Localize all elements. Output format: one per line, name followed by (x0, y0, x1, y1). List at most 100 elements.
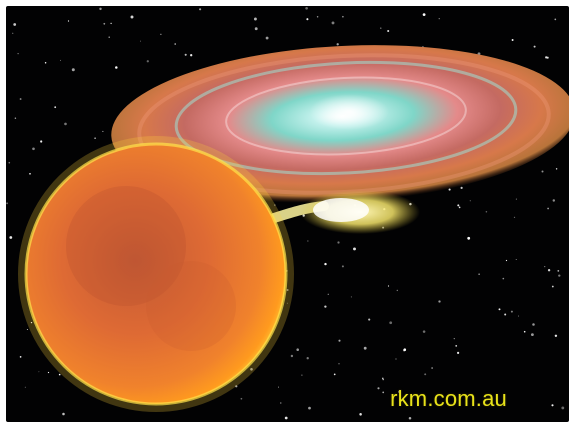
background-star (554, 334, 558, 337)
background-star (254, 27, 258, 31)
credit-watermark: rkm.com.au (390, 386, 507, 411)
background-star (395, 358, 397, 360)
background-star (533, 45, 536, 48)
background-star (30, 321, 33, 324)
background-star (377, 387, 380, 390)
background-star (467, 236, 471, 240)
red-giant-star (18, 136, 294, 412)
background-star (523, 330, 526, 333)
background-star (67, 20, 70, 22)
background-star (545, 56, 548, 59)
background-star (140, 40, 141, 42)
background-star (58, 373, 61, 376)
background-star (338, 362, 340, 365)
background-star (551, 285, 554, 288)
background-star (368, 318, 371, 321)
background-star (387, 285, 390, 287)
background-star (324, 262, 327, 266)
background-star (29, 172, 31, 175)
background-star (59, 59, 62, 61)
background-star (190, 54, 193, 57)
background-star (103, 22, 106, 25)
background-star (306, 357, 309, 360)
background-star (554, 18, 557, 21)
background-star (382, 378, 384, 381)
background-star (518, 315, 519, 317)
background-star (13, 23, 17, 26)
background-star (458, 206, 461, 209)
background-star (541, 170, 544, 173)
background-star (308, 406, 311, 410)
background-star (108, 36, 110, 38)
background-star (19, 98, 22, 100)
background-star (199, 8, 202, 11)
background-star (286, 289, 289, 291)
background-star (337, 241, 340, 244)
background-star (38, 371, 40, 373)
background-star (94, 137, 96, 140)
background-star (44, 61, 47, 64)
background-star (530, 333, 534, 337)
artwork-binary-star (6, 6, 569, 420)
background-star (408, 416, 412, 420)
background-star (327, 293, 329, 295)
background-star (235, 385, 238, 388)
background-star (280, 402, 282, 404)
background-star (265, 36, 269, 40)
background-star (422, 330, 426, 333)
background-star (363, 346, 367, 350)
background-star (115, 66, 118, 69)
background-star (342, 15, 344, 18)
background-star (511, 39, 514, 41)
background-star (14, 117, 17, 119)
background-star (24, 386, 26, 388)
background-star (40, 140, 43, 143)
background-star (469, 200, 471, 202)
background-star (438, 300, 441, 303)
background-star (286, 302, 288, 304)
background-star (438, 18, 440, 20)
background-star (382, 391, 385, 394)
background-star (547, 269, 551, 272)
background-star (557, 269, 560, 272)
background-star (333, 373, 336, 376)
background-star (64, 122, 67, 126)
background-star (306, 18, 309, 21)
background-star (510, 310, 513, 313)
background-star (102, 130, 104, 132)
background-star (274, 204, 276, 206)
background-star (99, 7, 102, 11)
background-star (555, 168, 558, 170)
background-star (515, 259, 517, 261)
background-star (455, 345, 458, 347)
background-star (278, 386, 279, 388)
background-star (12, 32, 14, 34)
background-star (8, 161, 11, 164)
background-star (110, 22, 112, 25)
background-star (316, 16, 319, 18)
background-star (505, 259, 508, 262)
background-star (26, 328, 28, 331)
background-star (547, 207, 549, 210)
background-star (515, 198, 517, 200)
background-star (307, 240, 309, 242)
background-star (513, 216, 516, 219)
background-star (250, 368, 253, 371)
background-star (457, 204, 460, 207)
background-star (9, 236, 13, 239)
background-star (453, 337, 455, 340)
background-star (331, 21, 335, 25)
background-star (544, 266, 546, 268)
background-star (174, 43, 176, 45)
space-background: rkm.com.au (6, 6, 569, 422)
background-star (448, 188, 451, 191)
background-star (350, 296, 352, 298)
background-star (460, 186, 463, 189)
mass-transfer-stream (269, 190, 420, 234)
background-star (32, 147, 35, 151)
background-star (71, 68, 75, 72)
background-star (284, 416, 288, 420)
background-star (19, 356, 22, 358)
background-star (47, 371, 50, 374)
